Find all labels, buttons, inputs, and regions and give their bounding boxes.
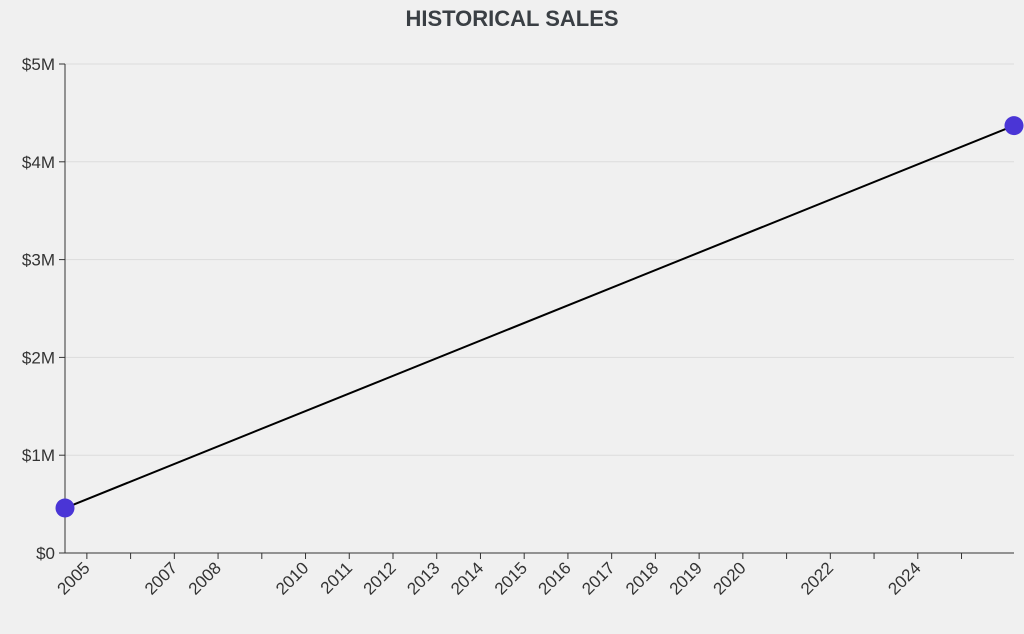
y-tick-label: $1M bbox=[22, 446, 55, 465]
x-tick-label: 2014 bbox=[447, 558, 487, 598]
x-tick-label: 2020 bbox=[710, 558, 750, 598]
series-line bbox=[64, 124, 1015, 509]
x-tick-label: 2010 bbox=[272, 558, 312, 598]
x-axis-ticks: 2005 2007 2008 2010 2011 2012 2013 2014 2015 2016… bbox=[54, 553, 963, 599]
series-group bbox=[55, 116, 1024, 518]
axes bbox=[64, 64, 1014, 554]
x-tick-label: 2011 bbox=[317, 558, 356, 597]
x-tick-label: 2015 bbox=[491, 558, 531, 598]
y-tick-label: $2M bbox=[22, 348, 55, 367]
data-point[interactable] bbox=[55, 498, 75, 518]
x-tick-label: 2019 bbox=[666, 558, 706, 598]
y-tick-label: $5M bbox=[22, 55, 55, 74]
x-tick-label: 2017 bbox=[578, 558, 618, 598]
x-tick-label: 2016 bbox=[535, 558, 575, 598]
y-tick-label: $4M bbox=[22, 153, 55, 172]
chart-title: HISTORICAL SALES bbox=[405, 6, 618, 31]
x-tick-label: 2022 bbox=[797, 558, 837, 598]
y-axis-ticks: $0 $1M $2M $3M $4M $5M bbox=[22, 55, 65, 563]
x-tick-label: 2008 bbox=[185, 558, 225, 598]
x-tick-label: 2007 bbox=[141, 558, 181, 598]
y-tick-label: $0 bbox=[36, 544, 55, 563]
data-point[interactable] bbox=[1004, 116, 1024, 136]
x-tick-label: 2012 bbox=[360, 558, 400, 598]
x-tick-label: 2018 bbox=[622, 558, 662, 598]
x-tick-label: 2005 bbox=[54, 558, 94, 598]
grid-lines bbox=[65, 63, 1014, 456]
x-tick-label: 2024 bbox=[884, 558, 924, 598]
x-tick-label: 2013 bbox=[403, 558, 443, 598]
y-tick-label: $3M bbox=[22, 251, 55, 270]
